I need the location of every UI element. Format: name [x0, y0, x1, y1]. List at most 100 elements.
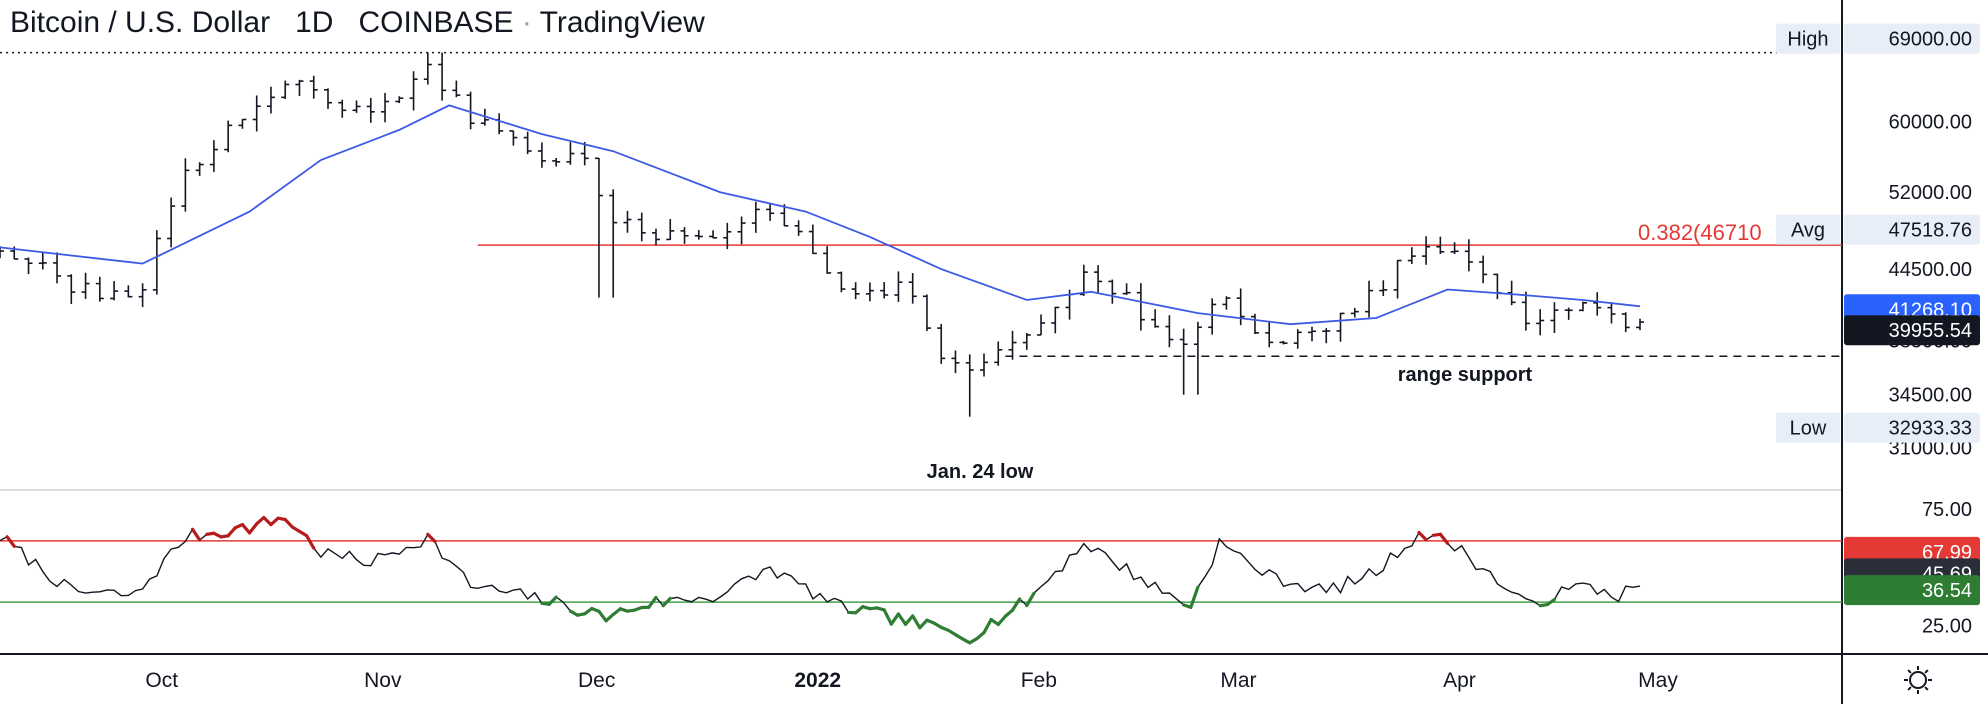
ohlc-bar[interactable]	[1607, 302, 1616, 324]
ohlc-bar[interactable]	[780, 204, 789, 227]
ohlc-bar[interactable]	[0, 246, 4, 259]
ohlc-bar[interactable]	[723, 222, 732, 250]
ohlc-bar[interactable]	[594, 157, 603, 298]
ohlc-bar[interactable]	[1407, 247, 1416, 264]
ohlc-bar[interactable]	[1450, 242, 1459, 254]
ohlc-bar[interactable]	[352, 100, 361, 113]
ohlc-bar[interactable]	[694, 230, 703, 240]
ohlc-bar[interactable]	[1236, 288, 1245, 326]
ohlc-bar[interactable]	[1536, 309, 1545, 336]
ohlc-bar[interactable]	[880, 282, 889, 299]
ohlc-bar[interactable]	[1336, 312, 1345, 342]
ohlc-bar[interactable]	[295, 79, 304, 96]
ohlc-bar[interactable]	[908, 273, 917, 304]
ohlc-bar[interactable]	[1250, 313, 1259, 334]
ohlc-bar[interactable]	[466, 91, 475, 130]
ohlc-bar[interactable]	[224, 120, 233, 153]
ohlc-bar[interactable]	[1136, 283, 1145, 331]
ohlc-bar[interactable]	[1165, 315, 1174, 348]
ohlc-bar[interactable]	[709, 230, 718, 239]
ohlc-bar[interactable]	[1578, 301, 1587, 312]
ohlc-bar[interactable]	[951, 350, 960, 374]
ohlc-bar[interactable]	[1464, 239, 1473, 272]
ohlc-bar[interactable]	[1151, 309, 1160, 328]
ohlc-bar[interactable]	[24, 257, 33, 275]
ohlc-bar[interactable]	[1550, 302, 1559, 333]
ohlc-bar[interactable]	[181, 158, 190, 212]
ohlc-bar[interactable]	[1379, 280, 1388, 296]
ohlc-bar[interactable]	[1479, 255, 1488, 284]
ohlc-bar[interactable]	[537, 142, 546, 168]
ohlc-bar[interactable]	[937, 323, 946, 364]
ohlc-bar[interactable]	[38, 252, 47, 270]
ohlc-bar[interactable]	[195, 162, 204, 176]
ohlc-bar[interactable]	[865, 282, 874, 302]
ohlc-bar[interactable]	[381, 92, 390, 123]
ohlc-bar[interactable]	[1193, 321, 1202, 395]
rsi-line[interactable]	[0, 516, 1641, 644]
ohlc-bar[interactable]	[1350, 307, 1359, 318]
ohlc-bar[interactable]	[808, 224, 817, 255]
ohlc-bar[interactable]	[124, 285, 133, 298]
ohlc-bar[interactable]	[338, 99, 347, 118]
ohlc-bar[interactable]	[1493, 273, 1502, 300]
ohlc-bar[interactable]	[637, 212, 646, 242]
ohlc-bar[interactable]	[965, 354, 974, 417]
ohlc-bar[interactable]	[238, 118, 247, 129]
ohlc-bar[interactable]	[1593, 292, 1602, 316]
ohlc-bar[interactable]	[509, 130, 518, 146]
ohlc-bar[interactable]	[1521, 291, 1530, 331]
ohlc-bar[interactable]	[110, 281, 119, 301]
ohlc-bar[interactable]	[623, 210, 632, 233]
ohlc-bar[interactable]	[281, 80, 290, 99]
ohlc-bar[interactable]	[252, 95, 261, 132]
ohlc-bar[interactable]	[81, 272, 90, 299]
ohlc-bar[interactable]	[523, 131, 532, 155]
ohlc-bar[interactable]	[666, 219, 675, 241]
ohlc-bar[interactable]	[1022, 332, 1031, 350]
ohlc-bar[interactable]	[423, 52, 432, 85]
ohlc-bar[interactable]	[209, 140, 218, 172]
ohlc-bar[interactable]	[823, 246, 832, 274]
ohlc-bar[interactable]	[53, 252, 62, 284]
ohlc-bar[interactable]	[1008, 330, 1017, 360]
ohlc-bar[interactable]	[1293, 329, 1302, 349]
ohlc-bar[interactable]	[894, 271, 903, 302]
ohlc-bar[interactable]	[266, 86, 275, 114]
ohlc-bar[interactable]	[395, 96, 404, 104]
ohlc-bar[interactable]	[309, 75, 318, 99]
ohlc-bar[interactable]	[609, 189, 618, 298]
ohlc-bar[interactable]	[1079, 264, 1088, 296]
ohlc-bar[interactable]	[1436, 236, 1445, 255]
ohlc-bar[interactable]	[1507, 280, 1516, 306]
interval[interactable]: 1D	[295, 6, 334, 39]
ohlc-bar[interactable]	[1279, 340, 1288, 345]
ohlc-bar[interactable]	[67, 274, 76, 304]
ohlc-bar[interactable]	[167, 197, 176, 248]
ohlc-bar[interactable]	[580, 141, 589, 166]
ohlc-bar[interactable]	[751, 201, 760, 233]
ohlc-bar[interactable]	[152, 230, 161, 295]
ohlc-bar[interactable]	[980, 353, 988, 377]
ohlc-bar[interactable]	[1393, 259, 1402, 299]
ohlc-bar[interactable]	[138, 283, 147, 308]
ohlc-bar[interactable]	[1365, 280, 1374, 318]
ohlc-bar[interactable]	[680, 227, 689, 244]
ohlc-bar[interactable]	[452, 80, 461, 98]
ohlc-bar[interactable]	[794, 220, 803, 236]
ohlc-bar[interactable]	[922, 294, 931, 331]
ohlc-bar[interactable]	[1322, 328, 1331, 344]
ohlc-bar[interactable]	[1208, 298, 1217, 335]
ohlc-bar[interactable]	[994, 341, 1003, 366]
ohlc-bar[interactable]	[552, 158, 561, 167]
ohlc-bar[interactable]	[566, 142, 575, 165]
ohlc-bar[interactable]	[1094, 265, 1103, 294]
ohlc-bar[interactable]	[1621, 312, 1630, 333]
ohlc-bar[interactable]	[1179, 328, 1188, 395]
ohlc-bar[interactable]	[1564, 307, 1573, 320]
ohlc-bar[interactable]	[1108, 279, 1117, 304]
ohlc-bar[interactable]	[1037, 314, 1046, 336]
ohlc-bar[interactable]	[1122, 283, 1131, 296]
ohlc-bar[interactable]	[95, 276, 104, 302]
ohlc-bar[interactable]	[409, 71, 418, 111]
